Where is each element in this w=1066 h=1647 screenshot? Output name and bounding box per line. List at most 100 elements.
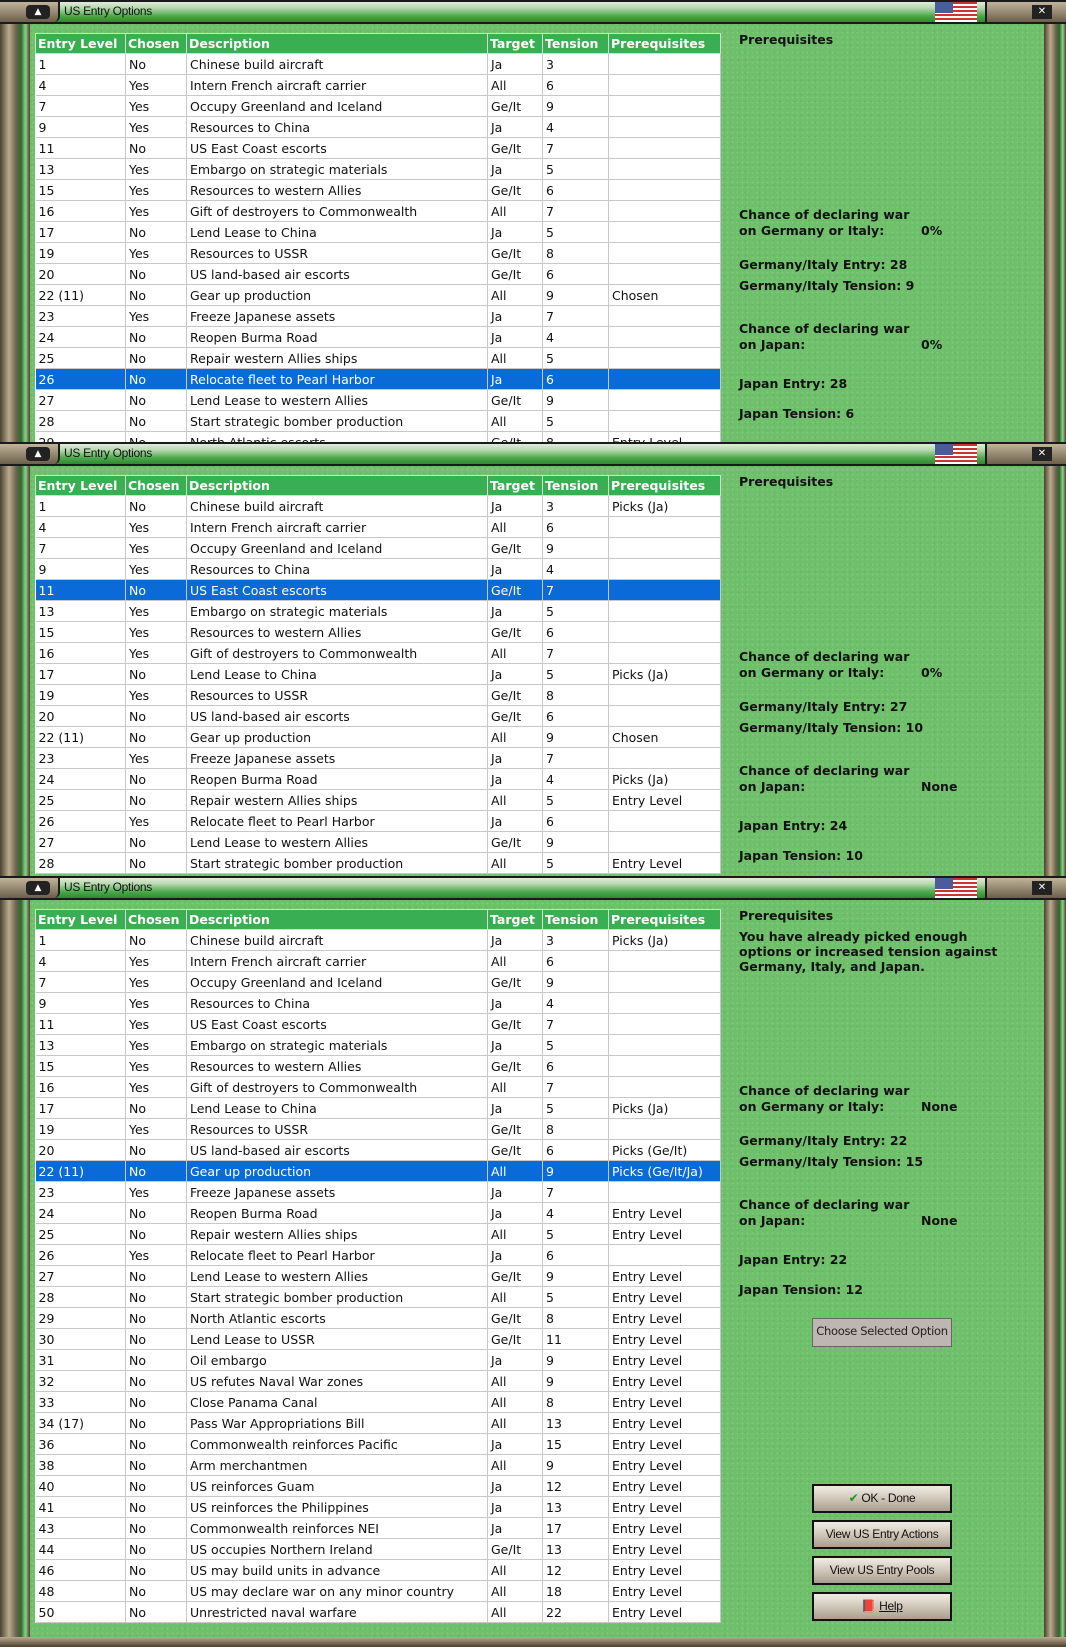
table-row[interactable]: 44 No US occupies Northern Ireland Ge/It 13 E… [35,1538,721,1560]
collapse-button[interactable]: ▲ [0,444,60,464]
table-row[interactable]: 15 Yes Resources to western Allies Ge/It 6 [35,179,721,201]
col-tension[interactable]: Tension [542,33,609,54]
close-button[interactable]: ✕ [985,2,1066,22]
col-entry-level[interactable]: Entry Level [35,33,126,54]
table-row[interactable]: 9 Yes Resources to China Ja 4 [35,116,721,138]
col-description[interactable]: Description [186,33,488,54]
col-tension[interactable]: Tension [542,909,609,930]
col-entry-level[interactable]: Entry Level [35,475,126,496]
window-frame-right[interactable] [1044,24,1066,442]
table-row[interactable]: 16 Yes Gift of destroyers to Commonwealth A… [35,200,721,222]
table-row[interactable]: 7 Yes Occupy Greenland and Iceland Ge/It 9 [35,95,721,117]
table-row[interactable]: 13 Yes Embargo on strategic materials Ja 5 [35,1034,721,1056]
table-row[interactable]: 27 No Lend Lease to western Allies Ge/It 9 [35,831,721,853]
table-row[interactable]: 11 Yes US East Coast escorts Ge/It 7 [35,1013,721,1035]
col-chosen[interactable]: Chosen [125,475,187,496]
view-us-entry-actions-button[interactable]: View US Entry Actions [812,1520,952,1549]
table-row[interactable]: 13 Yes Embargo on strategic materials Ja 5 [35,158,721,180]
col-chosen[interactable]: Chosen [125,33,187,54]
table-row[interactable]: 24 No Reopen Burma Road Ja 4 [35,326,721,348]
table-row[interactable]: 13 Yes Embargo on strategic materials Ja 5 [35,600,721,622]
table-row[interactable]: 28 No Start strategic bomber production All… [35,852,721,874]
table-row[interactable]: 1 No Chinese build aircraft Ja 3 Picks (Ja) [35,929,721,951]
table-row[interactable]: 27 No Lend Lease to western Allies Ge/It 9 En… [35,1265,721,1287]
table-row[interactable]: 25 No Repair western Allies ships All 5 Entry… [35,1223,721,1245]
table-row[interactable]: 15 Yes Resources to western Allies Ge/It 6 [35,621,721,643]
table-row[interactable]: 33 No Close Panama Canal All 8 Entry Level [35,1391,721,1413]
table-row[interactable]: 1 No Chinese build aircraft Ja 3 Picks (Ja) [35,495,721,517]
table-row[interactable]: 31 No Oil embargo Ja 9 Entry Level [35,1349,721,1371]
table-row[interactable]: 23 Yes Freeze Japanese assets Ja 7 [35,1181,721,1203]
col-target[interactable]: Target [487,475,543,496]
table-row[interactable]: 15 Yes Resources to western Allies Ge/It 6 [35,1055,721,1077]
window-frame-right[interactable] [1044,466,1066,876]
title-bar[interactable]: ▲ US Entry Options ✕ [0,442,1066,466]
table-row[interactable]: 24 No Reopen Burma Road Ja 4 Entry Level [35,1202,721,1224]
table-row[interactable]: 23 Yes Freeze Japanese assets Ja 7 [35,747,721,769]
col-prerequisites[interactable]: Prerequisites [608,33,721,54]
view-us-entry-pools-button[interactable]: View US Entry Pools [812,1556,952,1585]
table-row[interactable]: 22 (11) No Gear up production All 9 Picks (Ge… [35,1160,721,1182]
table-row[interactable]: 36 No Commonwealth reinforces Pacific Ja 15 E… [35,1433,721,1455]
table-row[interactable]: 26 Yes Relocate fleet to Pearl Harbor Ja 6 [35,1244,721,1266]
table-row[interactable]: 46 No US may build units in advance All 12 En… [35,1559,721,1581]
collapse-button[interactable]: ▲ [0,878,60,898]
table-row[interactable]: 4 Yes Intern French aircraft carrier All 6 [35,74,721,96]
table-row[interactable]: 16 Yes Gift of destroyers to Commonwealth A… [35,1076,721,1098]
collapse-button[interactable]: ▲ [0,2,60,22]
table-row[interactable]: 9 Yes Resources to China Ja 4 [35,558,721,580]
col-prerequisites[interactable]: Prerequisites [608,909,721,930]
table-row[interactable]: 17 No Lend Lease to China Ja 5 Picks (Ja) [35,663,721,685]
table-row[interactable]: 48 No US may declare war on any minor coun… [35,1580,721,1602]
table-row[interactable]: 11 No US East Coast escorts Ge/It 7 [35,579,721,601]
table-row[interactable]: 28 No Start strategic bomber production All… [35,410,721,432]
table-row[interactable]: 9 Yes Resources to China Ja 4 [35,992,721,1014]
table-row[interactable]: 29 No North Atlantic escorts Ge/It 8 Entry Le… [35,431,721,442]
title-bar[interactable]: ▲ US Entry Options ✕ [0,876,1066,900]
col-chosen[interactable]: Chosen [125,909,187,930]
help-button[interactable]: 📕 Help [812,1592,952,1621]
table-row[interactable]: 30 No Lend Lease to USSR Ge/It 11 Entry Level [35,1328,721,1350]
table-row[interactable]: 28 No Start strategic bomber production All… [35,1286,721,1308]
table-row[interactable]: 1 No Chinese build aircraft Ja 3 [35,53,721,75]
table-row[interactable]: 34 (17) No Pass War Appropriations Bill All… [35,1412,721,1434]
close-button[interactable]: ✕ [985,444,1066,464]
table-row[interactable]: 26 Yes Relocate fleet to Pearl Harbor Ja 6 [35,810,721,832]
col-description[interactable]: Description [186,909,488,930]
table-row[interactable]: 41 No US reinforces the Philippines Ja 13 Ent… [35,1496,721,1518]
col-prerequisites[interactable]: Prerequisites [608,475,721,496]
table-row[interactable]: 19 Yes Resources to USSR Ge/It 8 [35,1118,721,1140]
table-row[interactable]: 25 No Repair western Allies ships All 5 Entry… [35,789,721,811]
table-row[interactable]: 17 No Lend Lease to China Ja 5 [35,221,721,243]
table-row[interactable]: 29 No North Atlantic escorts Ge/It 8 Entry Le… [35,1307,721,1329]
col-tension[interactable]: Tension [542,475,609,496]
table-row[interactable]: 19 Yes Resources to USSR Ge/It 8 [35,684,721,706]
table-row[interactable]: 32 No US refutes Naval War zones All 9 Entry … [35,1370,721,1392]
choose-selected-option-button[interactable]: Choose Selected Option [812,1318,952,1347]
table-row[interactable]: 27 No Lend Lease to western Allies Ge/It 9 [35,389,721,411]
table-row[interactable]: 19 Yes Resources to USSR Ge/It 8 [35,242,721,264]
table-row[interactable]: 11 No US East Coast escorts Ge/It 7 [35,137,721,159]
table-row[interactable]: 23 Yes Freeze Japanese assets Ja 7 [35,305,721,327]
table-row[interactable]: 7 Yes Occupy Greenland and Iceland Ge/It 9 [35,537,721,559]
col-description[interactable]: Description [186,475,488,496]
table-row[interactable]: 38 No Arm merchantmen All 9 Entry Level [35,1454,721,1476]
window-frame-right[interactable] [1044,900,1066,1647]
table-row[interactable]: 50 No Unrestricted naval warfare All 22 Entry… [35,1601,721,1623]
col-target[interactable]: Target [487,909,543,930]
close-button[interactable]: ✕ [985,878,1066,898]
col-target[interactable]: Target [487,33,543,54]
table-row[interactable]: 17 No Lend Lease to China Ja 5 Picks (Ja) [35,1097,721,1119]
ok-done-button[interactable]: ✔ OK - Done [812,1484,952,1513]
table-row[interactable]: 25 No Repair western Allies ships All 5 [35,347,721,369]
table-row[interactable]: 4 Yes Intern French aircraft carrier All 6 [35,516,721,538]
table-row[interactable]: 20 No US land-based air escorts Ge/It 6 [35,263,721,285]
table-row[interactable]: 43 No Commonwealth reinforces NEI Ja 17 Entry… [35,1517,721,1539]
col-entry-level[interactable]: Entry Level [35,909,126,930]
table-row[interactable]: 22 (11) No Gear up production All 9 Chosen [35,284,721,306]
table-row[interactable]: 24 No Reopen Burma Road Ja 4 Picks (Ja) [35,768,721,790]
table-row[interactable]: 40 No US reinforces Guam Ja 12 Entry Level [35,1475,721,1497]
table-row[interactable]: 26 No Relocate fleet to Pearl Harbor Ja 6 [35,368,721,390]
table-row[interactable]: 22 (11) No Gear up production All 9 Chosen [35,726,721,748]
table-row[interactable]: 20 No US land-based air escorts Ge/It 6 [35,705,721,727]
